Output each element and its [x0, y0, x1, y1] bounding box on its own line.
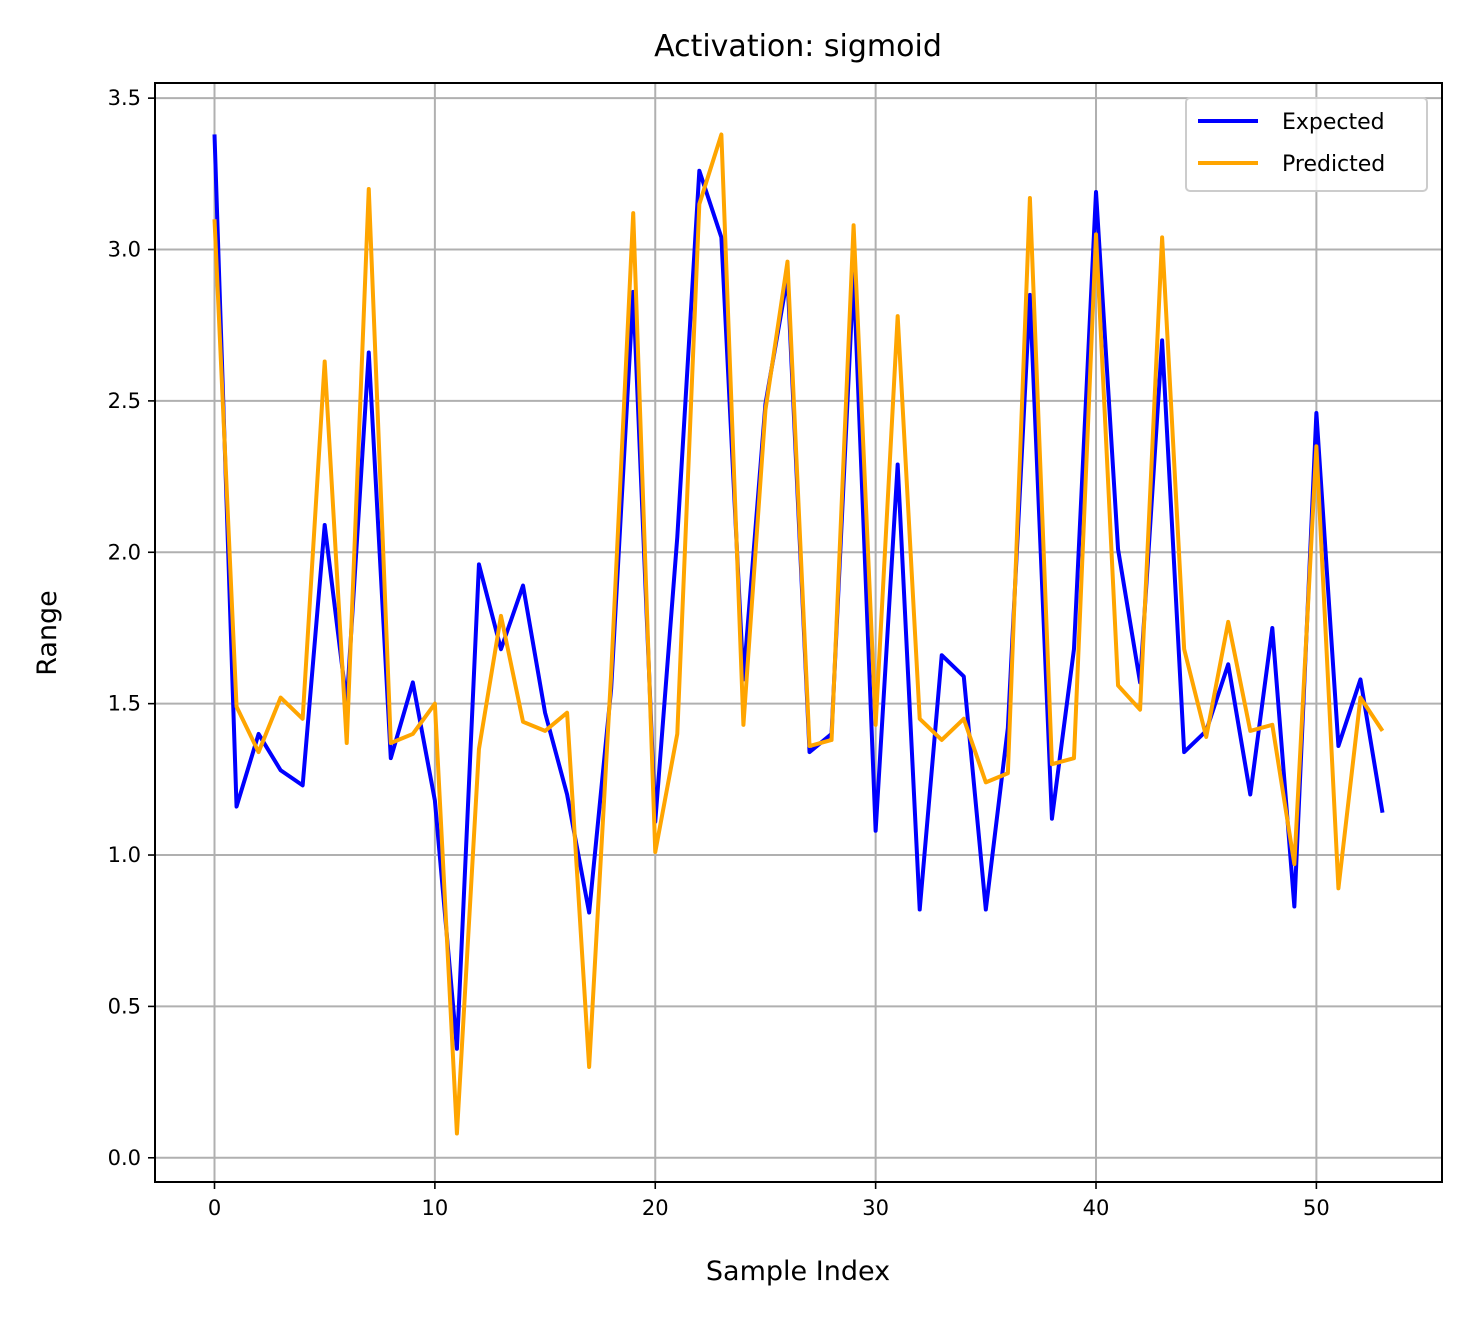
- legend: Expected Predicted: [1185, 97, 1428, 192]
- x-tick-label: 50: [1303, 1196, 1330, 1220]
- series-line-predicted: [212, 132, 1385, 1136]
- y-tick-label: 2.0: [108, 540, 141, 564]
- x-tick-label: 40: [1083, 1196, 1110, 1220]
- y-tick-label: 1.5: [108, 692, 141, 716]
- y-tick-label: 3.5: [108, 86, 141, 110]
- x-axis: 0 10 20 30 40 50: [208, 1182, 1330, 1220]
- plot-area-background: [155, 83, 1442, 1182]
- legend-label-expected: Expected: [1282, 110, 1385, 135]
- x-axis-label: Sample Index: [706, 1256, 890, 1287]
- y-axis-label: Range: [32, 590, 63, 676]
- y-axis: 0.0 0.5 1.0 1.5 2.0 2.5 3.0 3.5: [108, 86, 155, 1170]
- axes-frame: [154, 82, 1443, 1183]
- y-tick-label: 2.5: [108, 389, 141, 413]
- x-tick-label: 20: [642, 1196, 669, 1220]
- x-tick-label: 10: [422, 1196, 449, 1220]
- legend-label-predicted: Predicted: [1282, 152, 1385, 177]
- y-tick-label: 3.0: [108, 238, 141, 262]
- chart-title: Activation: sigmoid: [654, 29, 942, 64]
- series-layer: [212, 132, 1385, 1136]
- y-tick-label: 1.0: [108, 843, 141, 867]
- y-tick-label: 0.0: [108, 1146, 141, 1170]
- x-tick-label: 0: [208, 1196, 221, 1220]
- x-tick-label: 30: [862, 1196, 889, 1220]
- y-tick-label: 0.5: [108, 994, 141, 1018]
